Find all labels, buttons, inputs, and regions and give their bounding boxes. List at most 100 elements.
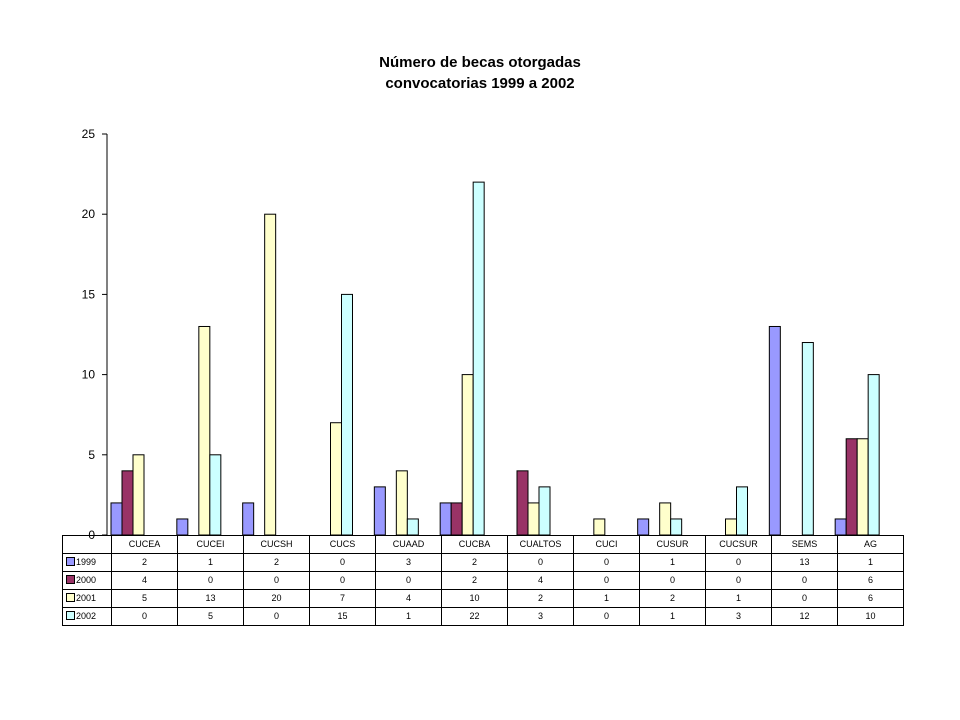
bar: [406, 518, 419, 536]
bar: [725, 518, 737, 536]
data-label: 1: [639, 607, 706, 626]
bar: [538, 486, 551, 536]
data-label: 2: [111, 553, 178, 572]
data-label: 3: [375, 553, 442, 572]
bar: [834, 518, 847, 536]
bar: [264, 213, 277, 536]
bar: [395, 470, 408, 536]
table-row: 2001 5 13 20 7 4 10 2 1 2 1 0 6: [62, 589, 904, 608]
data-label: 1: [375, 607, 442, 626]
data-label: 4: [375, 589, 442, 608]
legend-key: [66, 593, 75, 602]
data-label: 3: [507, 607, 574, 626]
legend-label: 2002: [76, 611, 97, 621]
bar: [670, 518, 683, 536]
category-label: CUCS: [309, 535, 376, 554]
legend-entry: 2000: [62, 571, 112, 590]
data-label: 0: [375, 571, 442, 590]
data-label: 2: [441, 553, 508, 572]
data-label: 0: [309, 571, 376, 590]
legend-label: 2000: [76, 575, 97, 585]
bar: [209, 454, 222, 536]
data-label: 1: [177, 553, 244, 572]
bar: [132, 454, 145, 536]
bar: [527, 502, 540, 536]
data-label: 0: [705, 553, 772, 572]
y-tick-label: 25: [82, 127, 96, 141]
data-label: 10: [837, 607, 904, 626]
data-label: 1: [639, 553, 706, 572]
data-label: 3: [705, 607, 772, 626]
data-label: 2: [441, 571, 508, 590]
category-label: CUCBA: [441, 535, 508, 554]
category-label: CUCEA: [111, 535, 178, 554]
data-label: 2: [507, 589, 574, 608]
category-label: CUALTOS: [507, 535, 574, 554]
category-label: CUCEI: [177, 535, 244, 554]
chart-title-line-2: convocatorias 1999 a 2002: [385, 75, 575, 92]
data-label: 15: [309, 607, 376, 626]
legend-label: 2001: [76, 593, 97, 603]
bar: [593, 518, 606, 536]
category-label: SEMS: [771, 535, 838, 554]
bar: [439, 502, 452, 536]
legend-key: [66, 575, 75, 584]
bar: [867, 374, 880, 536]
y-tick-label: 5: [88, 448, 95, 462]
bar: [176, 518, 189, 536]
y-tick-label: 20: [82, 207, 96, 221]
data-label: 13: [177, 589, 244, 608]
category-label: CUCSH: [243, 535, 310, 554]
data-label: 0: [573, 553, 640, 572]
chart-title-line-1: Número de becas otorgadas: [379, 54, 581, 71]
bar: [110, 502, 123, 536]
bar: [341, 293, 353, 536]
category-label: CUCSUR: [705, 535, 772, 554]
bar: [472, 181, 485, 536]
data-label: 0: [771, 589, 838, 608]
chart-title: Número de becas otorgadas convocatorias …: [0, 52, 960, 94]
data-label: 4: [111, 571, 178, 590]
bar: [637, 518, 650, 536]
data-label: 12: [771, 607, 838, 626]
data-label: 5: [177, 607, 244, 626]
data-label: 0: [639, 571, 706, 590]
category-label: CUSUR: [639, 535, 706, 554]
data-label: 2: [243, 553, 310, 572]
data-label: 0: [573, 571, 640, 590]
bar: [516, 470, 529, 536]
data-label: 6: [837, 589, 904, 608]
data-label: 10: [441, 589, 508, 608]
category-label: CUAAD: [375, 535, 442, 554]
bar: [801, 342, 814, 536]
legend-key: [66, 611, 75, 620]
data-label: 4: [507, 571, 574, 590]
data-label: 2: [639, 589, 706, 608]
data-label: 0: [507, 553, 574, 572]
data-label: 22: [441, 607, 508, 626]
bar: [461, 374, 474, 536]
data-label: 1: [705, 589, 772, 608]
table-row: 1999 2 1 2 0 3 2 0 0 1 0 13 1: [62, 553, 904, 572]
bar: [450, 502, 463, 536]
data-label: 7: [309, 589, 376, 608]
data-label: 0: [573, 607, 640, 626]
y-tick-label: 10: [82, 368, 96, 382]
bar: [768, 325, 781, 536]
data-label: 0: [309, 553, 376, 572]
table-corner-cell: [62, 535, 112, 554]
table-row: 2000 4 0 0 0 0 2 4 0 0 0 0 6: [62, 571, 904, 590]
data-label: 0: [771, 571, 838, 590]
data-label: 6: [837, 571, 904, 590]
table-header-row: CUCEA CUCEI CUCSH CUCS CUAAD CUCBA CUALTOS CUCI…: [62, 535, 904, 554]
legend-entry: 2002: [62, 607, 112, 626]
legend-label: 1999: [76, 557, 97, 567]
data-table: CUCEA CUCEI CUCSH CUCS CUAAD CUCBA CUALTOS CUCI…: [62, 535, 904, 626]
data-label: 0: [705, 571, 772, 590]
data-label: 1: [573, 589, 640, 608]
bars: [110, 181, 880, 536]
bar: [121, 470, 134, 536]
data-label: 0: [111, 607, 178, 626]
